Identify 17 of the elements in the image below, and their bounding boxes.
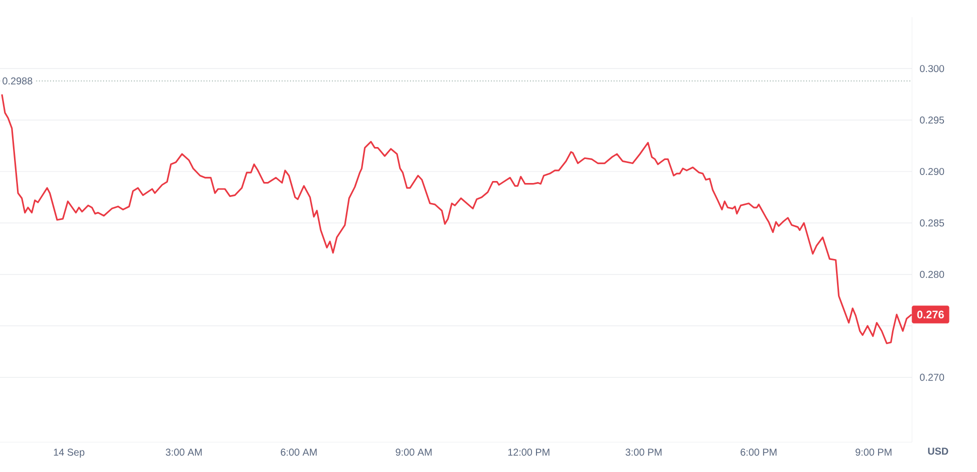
ref-line-label: 0.2988	[2, 77, 32, 84]
x-tick-label: 3:00 AM	[166, 448, 202, 456]
x-tick-label: 12:00 PM	[508, 448, 550, 456]
y-tick-label: 0.270	[920, 374, 944, 381]
x-tick-label: 9:00 AM	[396, 448, 432, 456]
y-tick-label: 0.290	[920, 168, 944, 176]
y-tick-label: 0.300	[920, 65, 944, 72]
x-tick-label: 3:00 PM	[626, 448, 662, 456]
x-tick-label: 6:00 PM	[740, 448, 776, 456]
x-tick-label: 9:00 PM	[856, 448, 892, 456]
x-tick-label: 14 Sep	[54, 448, 84, 458]
y-tick-label: 0.285	[920, 219, 944, 226]
annotation: 0.276	[917, 310, 944, 318]
y-tick-label: 0.280	[920, 270, 944, 278]
y-axis-title: USD	[928, 448, 948, 455]
y-tick-label: 0.295	[920, 116, 944, 124]
x-tick-label: 6:00 AM	[280, 448, 317, 456]
